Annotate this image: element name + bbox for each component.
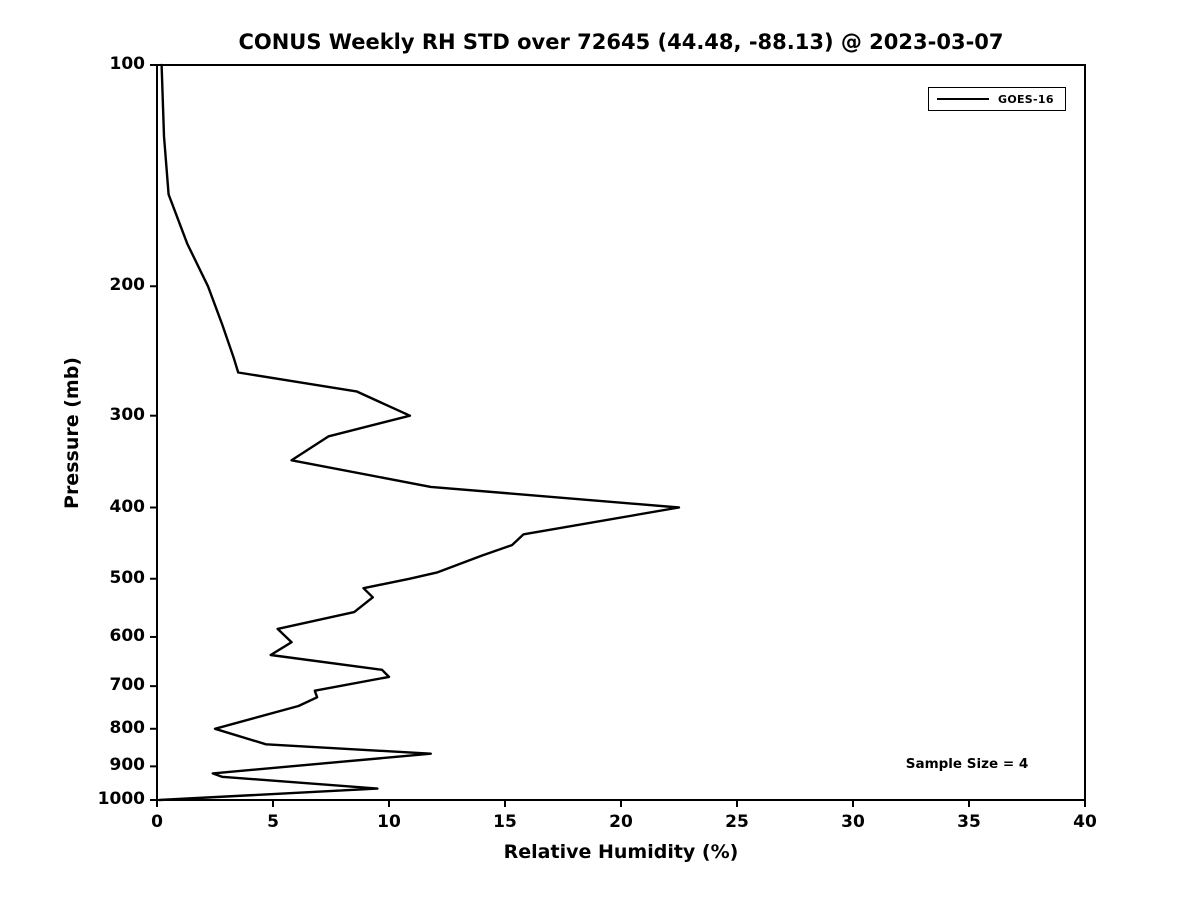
legend: GOES-16 <box>928 87 1066 111</box>
x-tick-label: 30 <box>841 812 865 832</box>
y-tick-label: 900 <box>109 755 146 776</box>
x-axis-label: Relative Humidity (%) <box>503 841 739 863</box>
y-tick-label: 1000 <box>97 789 145 809</box>
x-tick-label: 5 <box>267 812 279 832</box>
y-tick-label: 200 <box>109 275 146 296</box>
x-tick-label: 10 <box>377 812 401 832</box>
goes16-line <box>158 63 681 802</box>
axis-ticks <box>150 64 1086 807</box>
y-tick-label: 400 <box>109 496 146 517</box>
y-tick-label: 700 <box>109 675 146 696</box>
x-tick-label: 15 <box>493 812 517 832</box>
sample-size-annotation: Sample Size = 4 <box>905 756 1029 772</box>
x-tick-label: 20 <box>609 812 633 832</box>
y-tick-label: 300 <box>109 404 146 425</box>
x-tick-label: 25 <box>725 812 749 832</box>
legend-line-sample <box>937 98 989 100</box>
y-tick-label: 100 <box>109 54 146 74</box>
y-tick-label: 800 <box>109 717 146 738</box>
x-tick-label: 40 <box>1073 812 1097 832</box>
y-tick-label: 600 <box>109 625 146 646</box>
x-tick-label: 0 <box>151 812 163 832</box>
legend-label: GOES-16 <box>998 92 1054 106</box>
chart-title: CONUS Weekly RH STD over 72645 (44.48, -… <box>238 30 1004 54</box>
axes-box <box>156 64 1086 801</box>
y-tick-label: 500 <box>109 567 146 588</box>
x-tick-label: 35 <box>957 812 981 832</box>
